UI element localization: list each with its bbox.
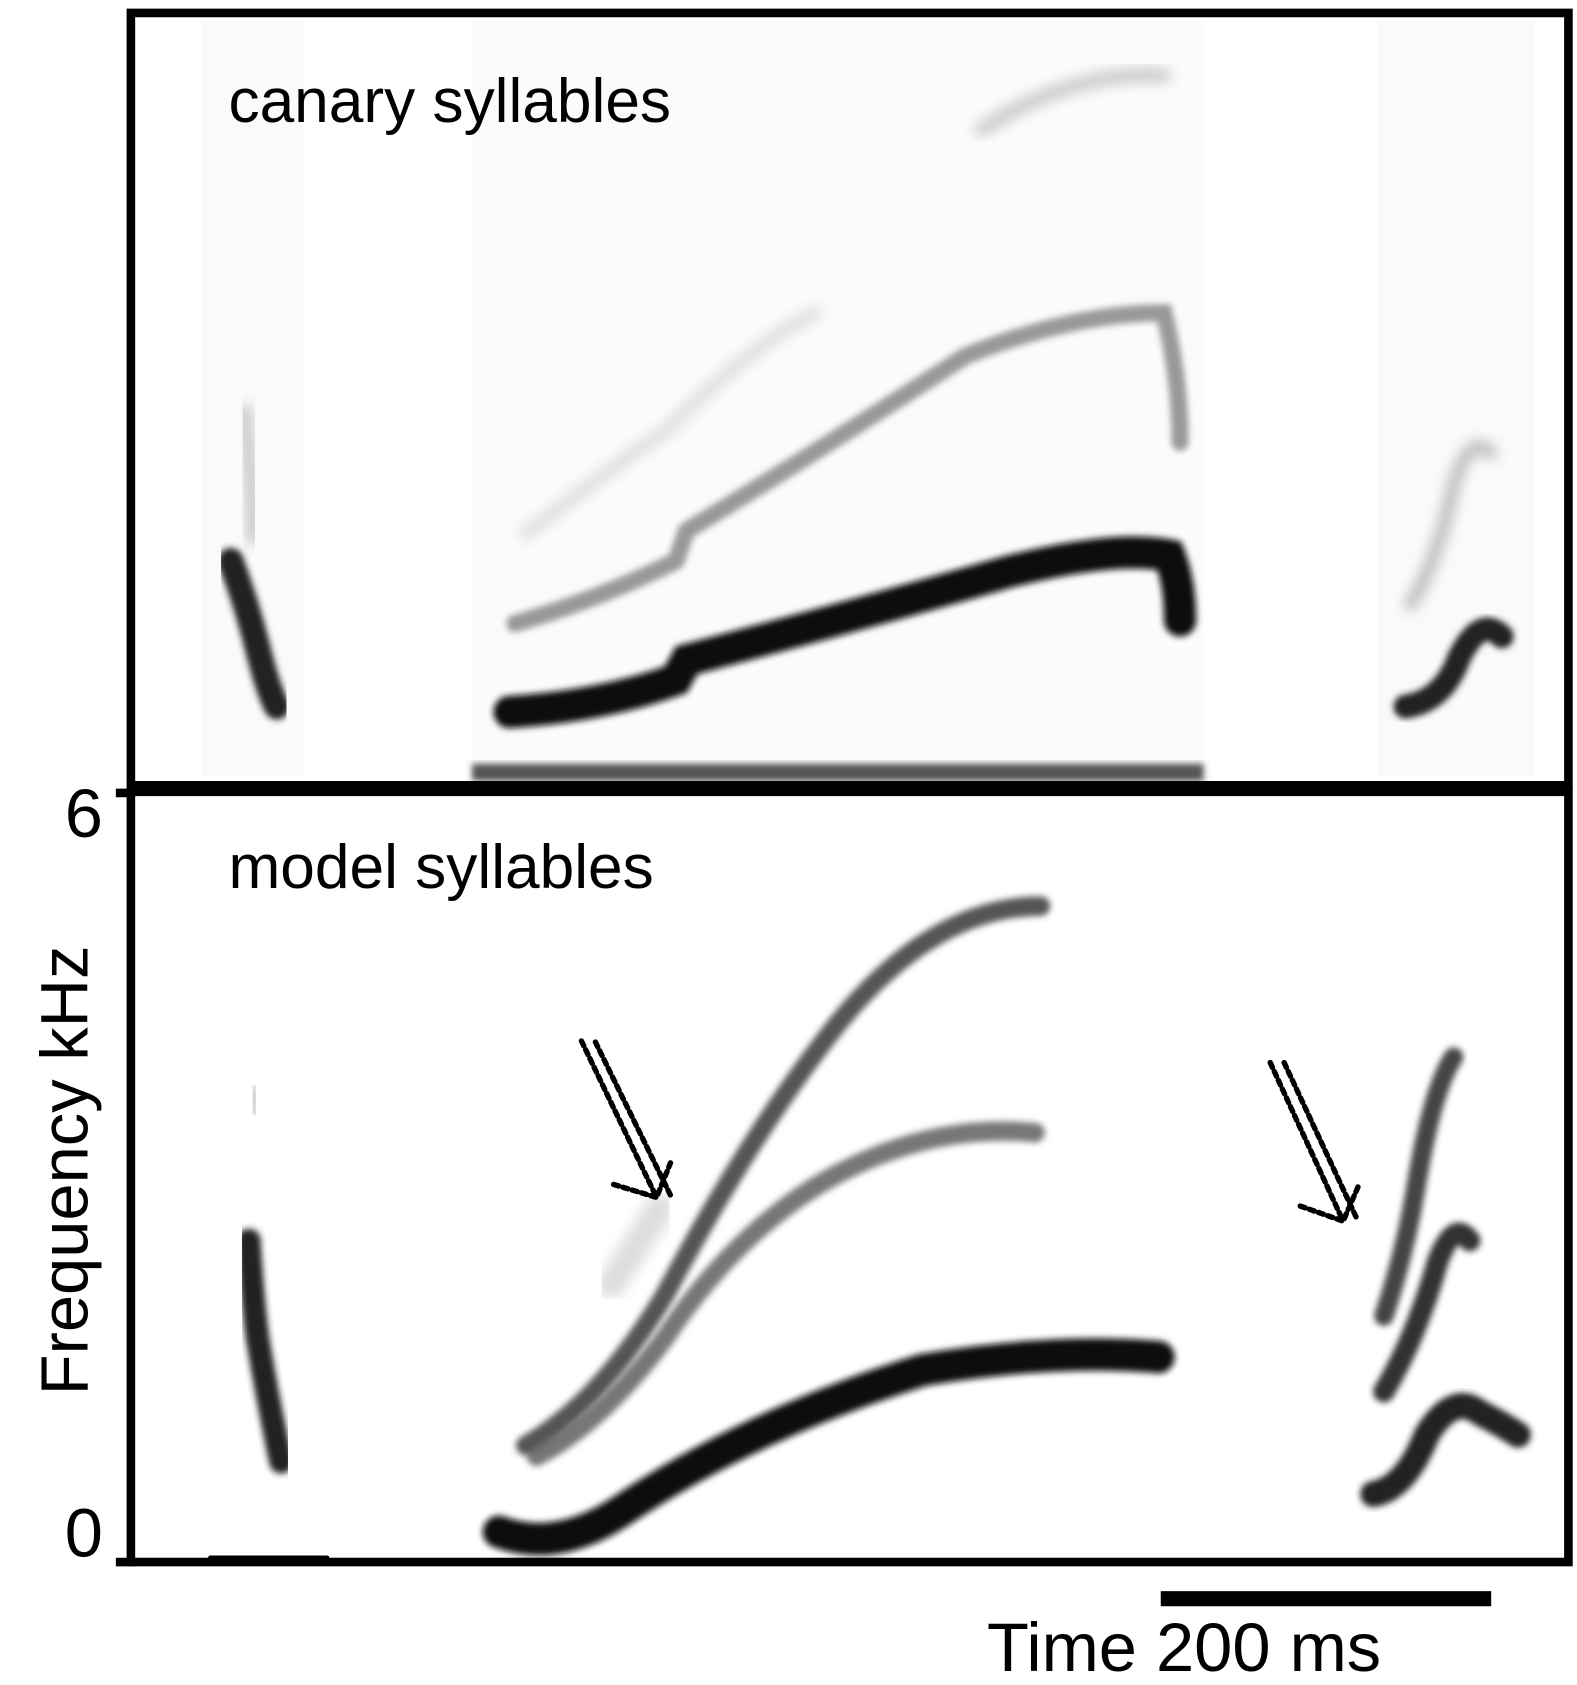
y-tick-label: 0 (65, 1494, 103, 1571)
trace (506, 304, 1189, 633)
y-tick-label: 6 (65, 775, 103, 852)
trace (245, 1081, 263, 1119)
panel-frame (126, 787, 1573, 1567)
arrow (578, 1038, 1361, 1225)
trace (1373, 1222, 1481, 1403)
scale-bar (1160, 1591, 1492, 1607)
trace (597, 1194, 674, 1298)
trace (519, 306, 822, 541)
x-axis-label: Time 200 ms (987, 1609, 1381, 1685)
trace (1360, 1393, 1531, 1508)
trace (1393, 617, 1514, 719)
trace (237, 1228, 293, 1474)
trace (526, 1121, 1045, 1467)
trace (493, 536, 1197, 729)
trace (239, 404, 259, 545)
trace (482, 1338, 1175, 1556)
trace (1374, 1047, 1464, 1326)
y-axis-label: Frequency kHz (28, 946, 102, 1396)
panel-label: model syllables (229, 833, 654, 902)
canary-spectrogram (201, 21, 1535, 782)
trace (516, 896, 1051, 1456)
panel-label: canary syllables (229, 67, 672, 136)
noise-band (472, 763, 1204, 782)
panel-frame (126, 8, 1573, 790)
trace (1404, 440, 1498, 611)
model-spectrogram (208, 896, 1531, 1560)
background-strip (472, 21, 1204, 777)
trace (217, 548, 290, 720)
trace (974, 67, 1172, 138)
